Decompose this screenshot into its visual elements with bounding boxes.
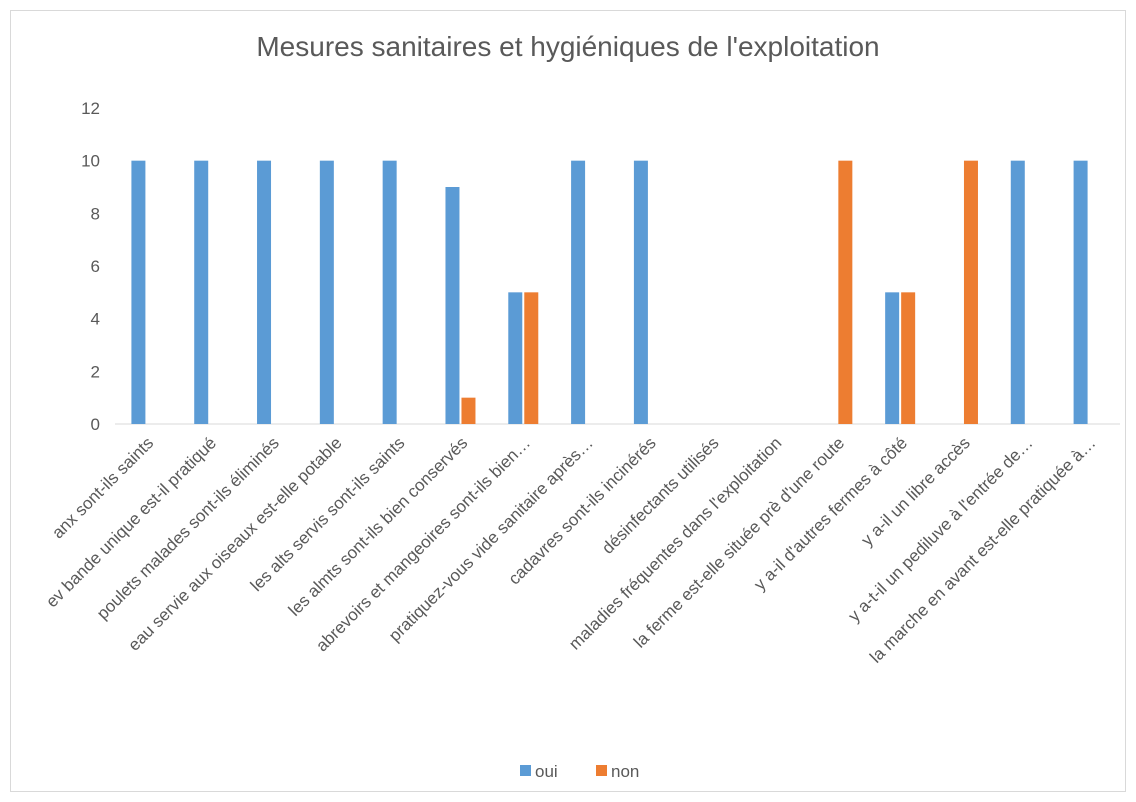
legend-label: non — [611, 762, 639, 781]
y-tick-label: 8 — [91, 204, 100, 223]
bar — [1073, 160, 1088, 424]
bar — [838, 160, 853, 424]
bar — [963, 160, 978, 424]
bar — [901, 292, 916, 424]
chart-title: Mesures sanitaires et hygiéniques de l'e… — [256, 31, 879, 62]
bar — [131, 160, 146, 424]
bar — [194, 160, 209, 424]
bar — [508, 292, 523, 424]
bar — [319, 160, 334, 424]
chart-frame — [10, 10, 1126, 792]
bar — [571, 160, 586, 424]
bar — [633, 160, 648, 424]
bar — [461, 397, 476, 424]
legend-label: oui — [535, 762, 558, 781]
bar — [257, 160, 272, 424]
legend-swatch — [520, 765, 531, 776]
y-tick-label: 12 — [81, 99, 100, 118]
bar — [885, 292, 900, 424]
bar — [382, 160, 397, 424]
y-tick-label: 2 — [91, 362, 100, 381]
bar — [524, 292, 539, 424]
y-tick-label: 0 — [91, 415, 100, 434]
legend-swatch — [596, 765, 607, 776]
bar — [1010, 160, 1025, 424]
y-tick-label: 4 — [91, 310, 100, 329]
y-tick-label: 10 — [81, 152, 100, 171]
bar — [445, 187, 460, 424]
y-tick-label: 6 — [91, 257, 100, 276]
